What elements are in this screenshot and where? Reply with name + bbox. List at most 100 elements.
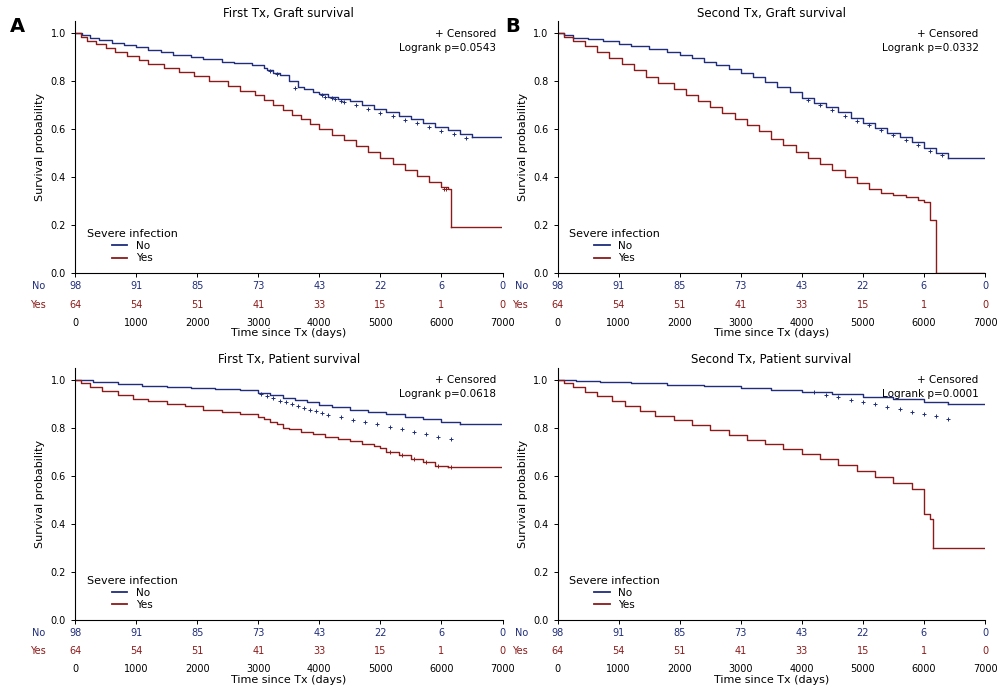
Text: 1: 1	[438, 646, 444, 657]
Text: 98: 98	[69, 281, 81, 291]
Text: 6000: 6000	[429, 664, 454, 674]
Text: 4000: 4000	[307, 664, 332, 674]
Text: 3000: 3000	[246, 664, 270, 674]
Text: 0: 0	[982, 646, 988, 657]
Text: 91: 91	[130, 628, 142, 638]
Text: 6000: 6000	[912, 664, 936, 674]
Text: 91: 91	[612, 281, 625, 291]
Text: 4000: 4000	[790, 318, 814, 328]
Text: A: A	[10, 18, 25, 36]
Text: 0: 0	[72, 664, 78, 674]
Y-axis label: Survival probability: Survival probability	[35, 93, 45, 201]
Text: 43: 43	[313, 281, 325, 291]
Text: 98: 98	[551, 628, 564, 638]
Y-axis label: Survival probability: Survival probability	[518, 93, 528, 201]
Text: 6: 6	[438, 281, 444, 291]
Text: Time since Tx (days): Time since Tx (days)	[714, 675, 829, 685]
Text: 41: 41	[735, 300, 747, 310]
Text: 15: 15	[374, 646, 387, 657]
Text: 3000: 3000	[246, 318, 270, 328]
Text: 2000: 2000	[185, 318, 209, 328]
Text: 64: 64	[69, 646, 81, 657]
Text: 6000: 6000	[912, 318, 936, 328]
Title: First Tx, Patient survival: First Tx, Patient survival	[218, 354, 360, 366]
Text: 7000: 7000	[490, 664, 515, 674]
Text: 5000: 5000	[851, 318, 875, 328]
Text: 41: 41	[252, 646, 264, 657]
Text: 43: 43	[796, 628, 808, 638]
Text: 33: 33	[796, 646, 808, 657]
Text: 6000: 6000	[429, 318, 454, 328]
Text: 0: 0	[499, 646, 506, 657]
Text: + Censored
Logrank p=0.0543: + Censored Logrank p=0.0543	[399, 29, 496, 52]
Text: 54: 54	[130, 646, 142, 657]
Text: 73: 73	[252, 281, 264, 291]
Text: 15: 15	[857, 300, 869, 310]
Text: 2000: 2000	[185, 664, 209, 674]
Text: 41: 41	[735, 646, 747, 657]
Text: 91: 91	[612, 628, 625, 638]
Text: 4000: 4000	[790, 664, 814, 674]
Text: 4000: 4000	[307, 318, 332, 328]
Text: 22: 22	[374, 628, 387, 638]
Text: No: No	[32, 281, 46, 291]
Legend: No, Yes: No, Yes	[567, 227, 662, 265]
Legend: No, Yes: No, Yes	[84, 573, 180, 612]
Legend: No, Yes: No, Yes	[84, 227, 180, 265]
Text: 1000: 1000	[124, 318, 148, 328]
Text: + Censored
Logrank p=0.0618: + Censored Logrank p=0.0618	[399, 375, 496, 399]
Text: 1: 1	[921, 646, 927, 657]
Text: 15: 15	[857, 646, 869, 657]
Text: 73: 73	[735, 628, 747, 638]
Text: 0: 0	[499, 300, 506, 310]
Text: No: No	[515, 628, 528, 638]
Text: 51: 51	[673, 300, 686, 310]
Title: Second Tx, Graft survival: Second Tx, Graft survival	[697, 7, 846, 20]
Text: 5000: 5000	[368, 318, 393, 328]
Text: 2000: 2000	[667, 318, 692, 328]
Text: Time since Tx (days): Time since Tx (days)	[231, 675, 346, 685]
Text: Time since Tx (days): Time since Tx (days)	[714, 328, 829, 338]
Text: 85: 85	[191, 281, 203, 291]
Text: 0: 0	[982, 628, 988, 638]
Text: 98: 98	[551, 281, 564, 291]
Text: 6: 6	[921, 628, 927, 638]
Text: 41: 41	[252, 300, 264, 310]
Legend: No, Yes: No, Yes	[567, 573, 662, 612]
Text: 73: 73	[735, 281, 747, 291]
Text: 0: 0	[982, 281, 988, 291]
Text: 43: 43	[313, 628, 325, 638]
Text: 3000: 3000	[728, 318, 753, 328]
Text: Yes: Yes	[30, 300, 46, 310]
Title: Second Tx, Patient survival: Second Tx, Patient survival	[691, 354, 851, 366]
Text: 7000: 7000	[973, 318, 997, 328]
Text: 1: 1	[438, 300, 444, 310]
Text: 0: 0	[72, 318, 78, 328]
Y-axis label: Survival probability: Survival probability	[35, 440, 45, 547]
Text: 6: 6	[921, 281, 927, 291]
Text: 33: 33	[796, 300, 808, 310]
Text: 51: 51	[191, 646, 203, 657]
Text: 73: 73	[252, 628, 264, 638]
Text: 5000: 5000	[368, 664, 393, 674]
Text: 3000: 3000	[728, 664, 753, 674]
Text: 85: 85	[673, 281, 686, 291]
Text: 98: 98	[69, 628, 81, 638]
Text: 1000: 1000	[124, 664, 148, 674]
Text: 54: 54	[130, 300, 142, 310]
Text: 85: 85	[673, 628, 686, 638]
Text: No: No	[32, 628, 46, 638]
Y-axis label: Survival probability: Survival probability	[518, 440, 528, 547]
Text: 1000: 1000	[606, 318, 631, 328]
Text: 64: 64	[551, 646, 564, 657]
Text: 0: 0	[499, 628, 506, 638]
Text: 1000: 1000	[606, 664, 631, 674]
Text: 22: 22	[374, 281, 387, 291]
Text: 51: 51	[191, 300, 203, 310]
Text: 51: 51	[673, 646, 686, 657]
Text: + Censored
Logrank p=0.0001: + Censored Logrank p=0.0001	[882, 375, 979, 399]
Text: 0: 0	[499, 281, 506, 291]
Text: 0: 0	[554, 318, 561, 328]
Text: 43: 43	[796, 281, 808, 291]
Text: 22: 22	[857, 628, 869, 638]
